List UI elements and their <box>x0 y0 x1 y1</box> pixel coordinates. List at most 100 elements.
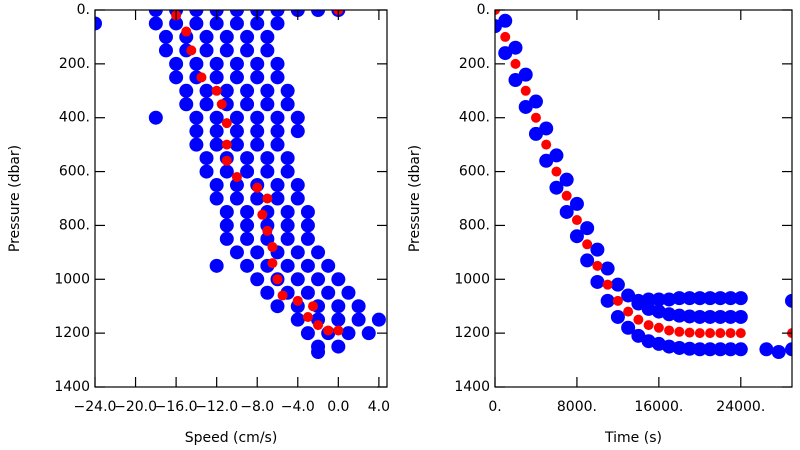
point <box>216 99 227 110</box>
point <box>196 72 207 83</box>
point <box>229 178 244 193</box>
point <box>240 29 255 44</box>
point <box>290 110 305 125</box>
point <box>179 83 194 98</box>
point <box>759 342 774 357</box>
point <box>528 94 543 109</box>
point <box>672 308 687 323</box>
point <box>209 124 224 139</box>
point <box>672 291 687 306</box>
point <box>290 178 305 193</box>
point <box>272 274 283 285</box>
point <box>209 16 224 31</box>
point <box>528 126 543 141</box>
point <box>500 31 511 42</box>
point <box>186 45 197 56</box>
point <box>199 97 214 112</box>
point <box>189 16 204 31</box>
point <box>703 342 718 357</box>
point <box>290 312 305 327</box>
point <box>270 10 285 17</box>
point <box>705 328 716 339</box>
point <box>600 293 615 308</box>
point <box>229 137 244 152</box>
point <box>240 151 255 166</box>
point <box>590 242 605 257</box>
point <box>551 166 562 177</box>
point <box>270 70 285 85</box>
point <box>209 137 224 152</box>
point <box>199 83 214 98</box>
point <box>280 164 295 179</box>
point <box>694 328 705 339</box>
point <box>662 339 677 354</box>
point <box>250 70 265 85</box>
point <box>333 325 344 336</box>
point <box>692 342 707 357</box>
point <box>280 151 295 166</box>
point <box>260 83 275 98</box>
point <box>280 258 295 273</box>
point <box>199 151 214 166</box>
point <box>260 151 275 166</box>
point <box>189 10 204 17</box>
point <box>561 190 572 201</box>
point <box>518 67 533 82</box>
point <box>250 124 265 139</box>
point <box>219 164 234 179</box>
point <box>508 73 523 88</box>
point <box>321 258 336 273</box>
point <box>723 291 738 306</box>
point <box>189 124 204 139</box>
x-axis-label: Speed (cm/s) <box>185 430 278 446</box>
point <box>169 56 184 71</box>
point <box>703 291 718 306</box>
point <box>280 218 295 233</box>
x-tick-label: 24000. <box>716 399 765 415</box>
point <box>231 171 242 182</box>
point <box>323 325 334 336</box>
y-tick-label: 600. <box>459 164 490 180</box>
point <box>311 10 326 17</box>
point <box>723 342 738 357</box>
point <box>252 182 263 193</box>
y-tick-label: 1200 <box>54 325 90 341</box>
point <box>148 110 163 125</box>
y-tick-label: 1200 <box>454 325 490 341</box>
point <box>571 215 582 226</box>
point <box>602 279 613 290</box>
point <box>158 29 173 44</box>
point <box>270 56 285 71</box>
point <box>510 58 521 69</box>
point <box>179 97 194 112</box>
point <box>260 43 275 58</box>
point <box>240 83 255 98</box>
point <box>229 245 244 260</box>
point <box>633 314 644 325</box>
point <box>250 272 265 287</box>
point <box>621 288 636 303</box>
point <box>250 16 265 31</box>
x-tick-label: −8.0 <box>240 399 274 415</box>
x-tick-label: 0.0 <box>327 399 349 415</box>
point <box>371 312 386 327</box>
point <box>495 19 502 34</box>
point <box>219 204 234 219</box>
point <box>290 245 305 260</box>
point <box>331 312 346 327</box>
point <box>651 292 666 307</box>
point <box>280 204 295 219</box>
point <box>277 290 288 301</box>
point <box>270 16 285 31</box>
point <box>311 272 326 287</box>
point <box>270 137 285 152</box>
point <box>169 70 184 85</box>
point <box>189 137 204 152</box>
point <box>341 285 356 300</box>
point <box>715 328 726 339</box>
point <box>684 327 695 338</box>
point <box>292 295 303 306</box>
point <box>158 43 173 58</box>
x-tick-label: 4.0 <box>368 399 390 415</box>
point <box>331 272 346 287</box>
